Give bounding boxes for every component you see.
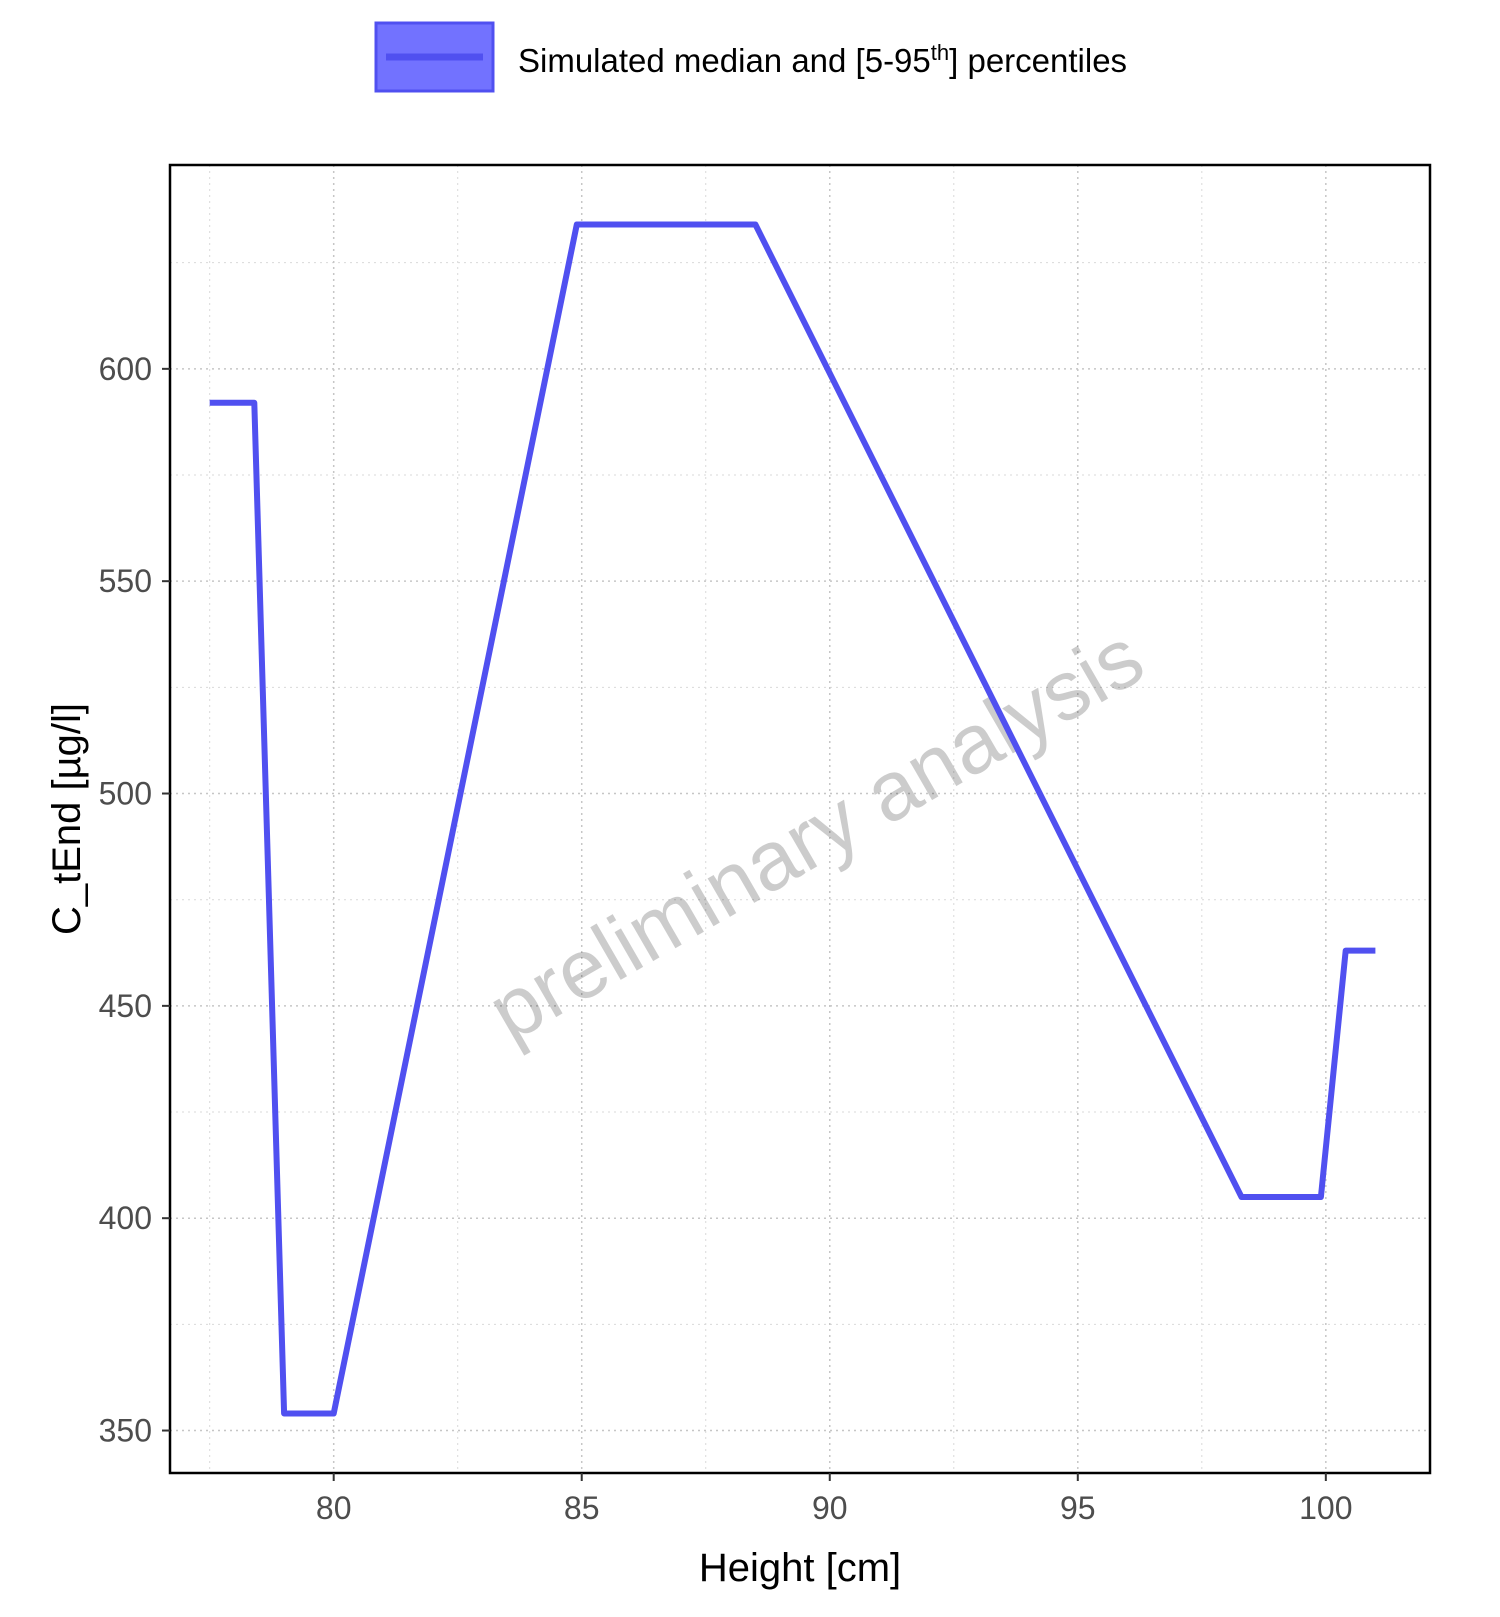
- legend-label-main: Simulated median and [5-95: [518, 42, 931, 79]
- series-layer: [209, 221, 1376, 1417]
- y-axis-title: C_tEnd [µg/l]: [45, 703, 89, 935]
- y-tick-label: 450: [99, 988, 152, 1024]
- watermark: preliminary analysis: [473, 609, 1159, 1059]
- y-axis: 350 400 450 500 550 600 C_tEnd [µg/l]: [45, 351, 170, 1449]
- y-tick-label: 350: [99, 1413, 152, 1449]
- x-axis-title: Height [cm]: [699, 1546, 901, 1590]
- plot-border: [168, 163, 1432, 1475]
- x-tick-label: 95: [1060, 1490, 1096, 1526]
- y-tick-label: 600: [99, 351, 152, 387]
- x-tick-label: 85: [564, 1490, 600, 1526]
- y-tick-label: 400: [99, 1200, 152, 1236]
- series-line: [209, 221, 1376, 1417]
- legend-label-superscript: th: [931, 40, 949, 65]
- plot-frame: [168, 163, 1432, 1475]
- legend-label-suffix: ] percentiles: [949, 42, 1127, 79]
- watermark-text: preliminary analysis: [473, 609, 1159, 1059]
- legend: Simulated median and [5-95th] percentile…: [374, 21, 1127, 93]
- x-tick-label: 80: [316, 1490, 352, 1526]
- x-tick-label: 100: [1299, 1490, 1352, 1526]
- x-tick-label: 90: [812, 1490, 848, 1526]
- y-tick-label: 550: [99, 563, 152, 599]
- legend-label: Simulated median and [5-95th] percentile…: [518, 40, 1127, 79]
- x-axis: 80 85 90 95 100 Height [cm]: [316, 1473, 1353, 1590]
- y-tick-label: 500: [99, 776, 152, 812]
- grid: [170, 165, 1430, 1473]
